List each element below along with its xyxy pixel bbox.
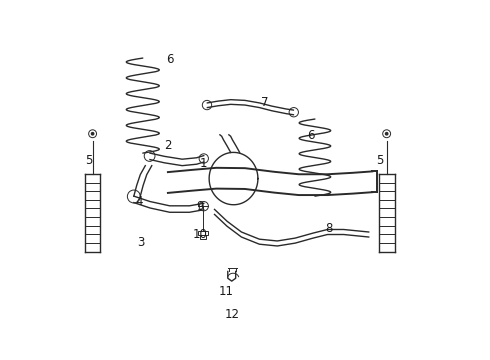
Text: 5: 5 [376, 154, 383, 167]
Text: 5: 5 [85, 154, 93, 167]
Text: 9: 9 [196, 201, 204, 213]
Text: 7: 7 [261, 96, 269, 109]
Text: 8: 8 [325, 222, 333, 235]
Circle shape [92, 132, 94, 135]
Text: 1: 1 [200, 157, 207, 170]
Circle shape [386, 132, 388, 135]
Text: 12: 12 [225, 308, 240, 321]
Bar [200, 235, 205, 239]
Text: 4: 4 [135, 195, 143, 208]
Text: 3: 3 [137, 236, 145, 249]
Text: 2: 2 [164, 139, 171, 152]
Text: 10: 10 [193, 228, 208, 241]
Text: 11: 11 [219, 285, 234, 298]
Bar [198, 231, 208, 234]
Text: 6: 6 [166, 53, 173, 66]
Text: 6: 6 [308, 129, 315, 142]
